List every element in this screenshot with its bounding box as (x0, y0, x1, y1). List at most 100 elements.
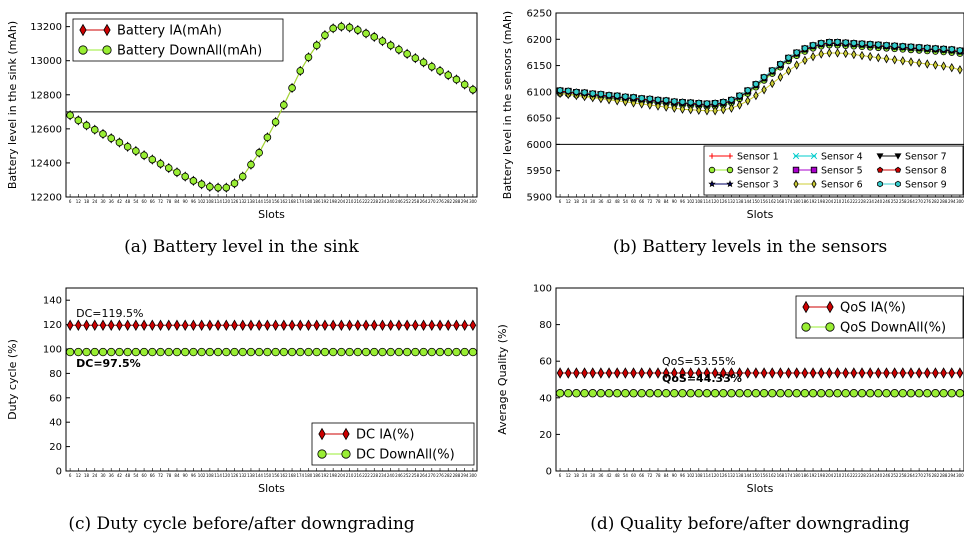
data-point (411, 54, 420, 62)
x-tick-label: 6 (69, 473, 72, 478)
data-point (826, 367, 833, 379)
data-point (214, 183, 222, 192)
data-point (932, 60, 939, 70)
legend-label: Sensor 8 (905, 166, 947, 177)
data-point (386, 347, 395, 357)
x-tick-label: 42 (606, 473, 612, 478)
x-tick-label: 210 (346, 473, 354, 478)
y-axis-label: Battery level in the sink (mAh) (6, 21, 19, 189)
data-point (867, 51, 873, 62)
x-tick-label: 222 (850, 473, 858, 478)
data-point (588, 389, 597, 398)
x-tick-label: 72 (647, 473, 653, 478)
data-point (604, 389, 614, 398)
data-point (891, 42, 898, 50)
y-axis-label: Duty cycle (%) (6, 339, 19, 420)
data-point (148, 319, 156, 331)
data-point (719, 389, 728, 398)
legend-marker (317, 449, 327, 459)
data-point (728, 103, 735, 113)
data-point (132, 319, 140, 331)
data-point (914, 389, 924, 398)
x-tick-label: 162 (280, 473, 288, 478)
x-tick-label: 66 (639, 199, 645, 204)
data-point (908, 57, 914, 67)
legend-marker (792, 166, 800, 174)
data-point (621, 389, 630, 398)
data-point (328, 347, 338, 357)
x-tick-label: 258 (899, 199, 907, 204)
x-tick-label: 102 (198, 473, 206, 478)
data-point (817, 389, 826, 398)
data-point (140, 151, 148, 160)
data-point (874, 389, 883, 398)
y-tick-label: 40 (49, 418, 62, 429)
x-tick-label: 18 (84, 473, 90, 478)
data-point (296, 347, 305, 357)
x-tick-label: 48 (125, 199, 131, 204)
x-tick-label: 276 (923, 473, 931, 478)
data-point (329, 24, 337, 33)
data-point (452, 347, 461, 357)
data-point (679, 367, 686, 379)
x-tick-label: 186 (801, 199, 809, 204)
x-tick-label: 204 (826, 199, 834, 204)
x-tick-label: 72 (158, 199, 164, 204)
x-tick-label: 84 (664, 199, 670, 204)
data-point (802, 55, 808, 66)
x-tick-label: 12 (76, 199, 82, 204)
x-tick-label: 294 (948, 199, 956, 204)
data-point (156, 347, 165, 357)
x-tick-label: 282 (932, 473, 940, 478)
data-point (411, 347, 420, 357)
data-point (818, 39, 825, 47)
data-point (280, 319, 288, 331)
x-tick-label: 180 (305, 473, 313, 478)
x-tick-label: 156 (272, 473, 280, 478)
x-tick-label: 30 (590, 199, 596, 204)
chart-caption: (b) Battery levels in the sensors (613, 237, 887, 257)
x-tick-label: 126 (231, 473, 239, 478)
legend-marker (708, 180, 716, 188)
annotation: QoS=44.33% (662, 372, 742, 385)
data-point (712, 99, 719, 107)
data-point (427, 62, 436, 71)
data-point (679, 104, 686, 114)
x-tick-label: 198 (817, 199, 825, 204)
x-tick-label: 288 (453, 199, 461, 204)
data-point (131, 347, 141, 357)
data-point (810, 41, 817, 49)
legend-label: Sensor 1 (737, 152, 779, 163)
y-tick-label: 13000 (30, 56, 62, 67)
x-tick-label: 276 (436, 473, 444, 478)
y-tick-label: 6100 (527, 87, 552, 98)
data-point (305, 319, 312, 331)
data-point (956, 367, 964, 379)
x-tick-label: 174 (785, 199, 793, 204)
data-point (883, 54, 890, 64)
data-point (655, 101, 661, 111)
x-tick-label: 288 (940, 473, 948, 478)
data-point (444, 319, 452, 331)
data-point (379, 319, 386, 331)
x-tick-label: 96 (191, 199, 197, 204)
data-point (924, 44, 931, 52)
data-point (744, 86, 751, 94)
y-tick-label: 6050 (527, 114, 552, 125)
x-tick-label: 252 (891, 199, 899, 204)
y-tick-label: 12800 (30, 90, 62, 101)
data-point (891, 367, 898, 379)
chart-caption: (a) Battery level in the sink (124, 237, 359, 257)
data-point (461, 319, 468, 331)
data-point (638, 94, 645, 102)
data-point (238, 347, 247, 357)
data-point (606, 91, 613, 99)
chart-caption: (d) Quality before/after downgrading (590, 514, 910, 534)
data-point (140, 319, 148, 331)
legend-marker (342, 427, 350, 441)
data-point (82, 121, 91, 130)
data-point (148, 155, 157, 164)
x-tick-label: 126 (719, 473, 727, 478)
data-point (728, 96, 735, 104)
legend-marker (877, 180, 883, 188)
